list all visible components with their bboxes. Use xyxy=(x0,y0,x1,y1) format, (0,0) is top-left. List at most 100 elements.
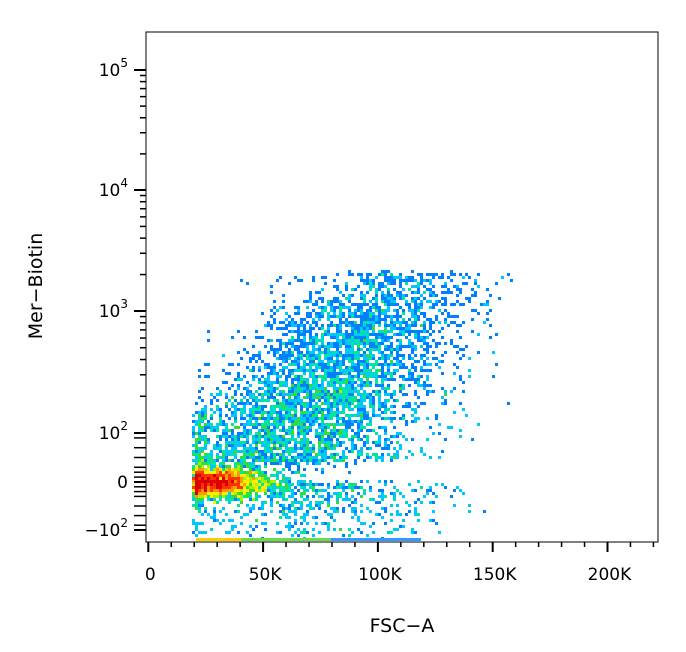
density-dot xyxy=(201,417,204,420)
density-dot xyxy=(408,318,411,321)
density-dot xyxy=(369,351,372,354)
density-dot xyxy=(333,396,336,399)
density-dot xyxy=(267,426,270,429)
density-dot xyxy=(258,381,261,384)
density-dot xyxy=(312,459,315,462)
density-dot xyxy=(411,531,414,534)
density-dot xyxy=(270,441,273,444)
density-dot xyxy=(336,306,339,309)
density-dot xyxy=(375,360,378,363)
density-dot xyxy=(279,456,282,459)
density-dot xyxy=(258,423,261,426)
density-dot xyxy=(201,477,204,480)
density-dot xyxy=(330,324,333,327)
density-dot xyxy=(324,306,327,309)
density-dot xyxy=(240,432,243,435)
density-dot xyxy=(393,486,396,489)
density-dot xyxy=(234,474,237,477)
density-dot xyxy=(348,324,351,327)
density-dot xyxy=(381,411,384,414)
density-dot xyxy=(294,339,297,342)
density-dot xyxy=(198,531,201,534)
density-dot xyxy=(204,417,207,420)
density-dot xyxy=(324,354,327,357)
density-dot xyxy=(297,333,300,336)
density-dot xyxy=(348,450,351,453)
density-dot xyxy=(402,309,405,312)
density-dot xyxy=(384,399,387,402)
density-dot xyxy=(222,429,225,432)
density-dot xyxy=(249,462,252,465)
density-dot xyxy=(318,375,321,378)
density-dot xyxy=(390,282,393,285)
density-dot xyxy=(288,324,291,327)
density-dot xyxy=(276,486,279,489)
density-dot xyxy=(384,327,387,330)
density-dot xyxy=(321,369,324,372)
density-dot xyxy=(351,315,354,318)
density-dot xyxy=(288,480,291,483)
density-dot xyxy=(282,327,285,330)
density-dot xyxy=(501,276,504,279)
density-dot xyxy=(348,270,351,273)
density-dot xyxy=(342,303,345,306)
density-dot xyxy=(264,459,267,462)
density-dot xyxy=(213,513,216,516)
density-dot xyxy=(408,510,411,513)
density-dot xyxy=(282,456,285,459)
density-dot xyxy=(345,339,348,342)
density-dot xyxy=(352,538,355,541)
density-dot xyxy=(300,492,303,495)
density-dot xyxy=(330,423,333,426)
density-dot xyxy=(366,381,369,384)
density-dot xyxy=(345,462,348,465)
density-dot xyxy=(393,447,396,450)
density-dot xyxy=(240,414,243,417)
density-dot xyxy=(483,510,486,513)
density-dot xyxy=(267,435,270,438)
density-dot xyxy=(324,441,327,444)
density-dot xyxy=(306,405,309,408)
density-dot xyxy=(375,378,378,381)
density-dot xyxy=(246,435,249,438)
density-dot xyxy=(324,498,327,501)
density-dot xyxy=(255,399,258,402)
density-dot xyxy=(276,387,279,390)
density-dot xyxy=(396,327,399,330)
density-dot xyxy=(288,495,291,498)
density-dot xyxy=(321,333,324,336)
density-dot xyxy=(327,498,330,501)
density-dot xyxy=(255,483,258,486)
density-dot xyxy=(264,324,267,327)
density-dot xyxy=(255,519,258,522)
density-dot xyxy=(456,315,459,318)
density-dot xyxy=(312,276,315,279)
density-dot xyxy=(252,393,255,396)
density-dot xyxy=(285,408,288,411)
density-dot xyxy=(339,306,342,309)
density-dot xyxy=(337,538,340,541)
density-dot xyxy=(387,303,390,306)
density-dot xyxy=(204,435,207,438)
density-dot xyxy=(213,516,216,519)
density-dot xyxy=(333,423,336,426)
density-dot xyxy=(267,324,270,327)
density-dot xyxy=(297,354,300,357)
density-dot xyxy=(345,354,348,357)
density-dot xyxy=(330,381,333,384)
density-dot xyxy=(309,390,312,393)
density-dot xyxy=(357,405,360,408)
density-dot xyxy=(252,453,255,456)
density-dot xyxy=(348,534,351,537)
density-dot xyxy=(435,363,438,366)
density-dot xyxy=(312,375,315,378)
density-dot xyxy=(198,483,201,486)
density-dot xyxy=(342,489,345,492)
density-dot xyxy=(354,336,357,339)
density-dot xyxy=(411,414,414,417)
density-dot xyxy=(432,510,435,513)
density-dot xyxy=(258,357,261,360)
density-dot xyxy=(384,390,387,393)
density-dot xyxy=(399,273,402,276)
density-dot xyxy=(282,495,285,498)
